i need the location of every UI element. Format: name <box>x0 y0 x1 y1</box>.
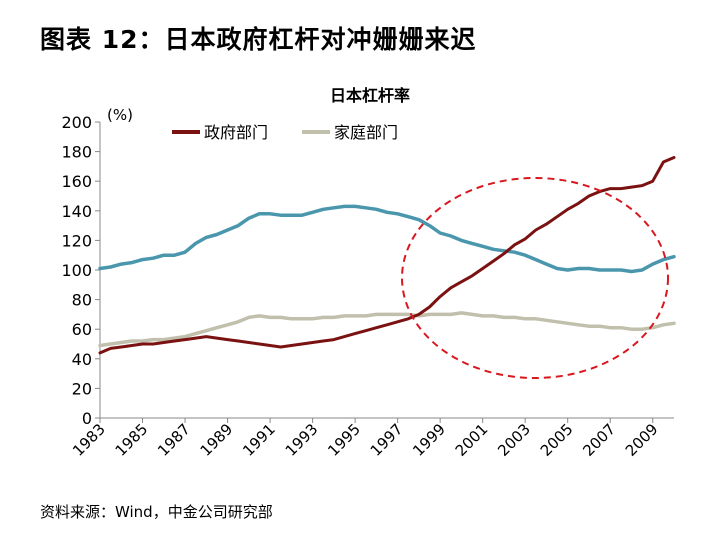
y-tick-label: 0 <box>82 409 92 428</box>
series-layer <box>98 156 676 355</box>
y-tick-label: 140 <box>61 202 92 221</box>
figure-title: 图表 12：日本政府杠杆对冲姗姗来迟 <box>40 25 477 54</box>
y-tick-label: 40 <box>72 350 92 369</box>
legend-label-1: 家庭部门 <box>334 123 398 142</box>
y-tick-label: 160 <box>61 172 92 191</box>
y-tick-label: 80 <box>72 291 92 310</box>
highlight-ellipse <box>401 177 669 379</box>
x-tick-label: 2003 <box>494 420 534 460</box>
y-tick-label: 180 <box>61 143 92 162</box>
y-unit-label: (%) <box>107 106 133 124</box>
x-tick-label: 2005 <box>537 420 577 460</box>
series-line-2 <box>98 204 676 274</box>
x-tick-label: 1999 <box>409 420 449 460</box>
legend: 政府部门 家庭部门 <box>172 123 398 142</box>
y-tick-label: 100 <box>61 261 92 280</box>
y-tick-label: 200 <box>61 113 92 132</box>
y-tick-label: 60 <box>72 320 92 339</box>
x-tick-label: 1997 <box>367 420 407 460</box>
x-tick-label: 1989 <box>197 420 237 460</box>
series-line-0 <box>98 156 676 355</box>
x-tick-label: 1985 <box>112 420 152 460</box>
x-tick-label: 1983 <box>69 420 109 460</box>
x-tick-label: 2009 <box>622 420 662 460</box>
x-tick-label: 1993 <box>282 420 322 460</box>
x-tick-label: 2001 <box>452 420 492 460</box>
x-tick-label: 1991 <box>239 420 279 460</box>
legend-label-0: 政府部门 <box>204 123 268 142</box>
y-tick-label: 120 <box>61 231 92 250</box>
x-tick-label: 1995 <box>324 420 364 460</box>
x-tick-label: 2007 <box>579 420 619 460</box>
y-tick-label: 20 <box>72 379 92 398</box>
source-note: 资料来源：Wind，中金公司研究部 <box>40 503 273 521</box>
chart-title: 日本杠杆率 <box>330 86 410 105</box>
x-tick-label: 1987 <box>154 420 194 460</box>
series-line-1 <box>98 311 676 348</box>
